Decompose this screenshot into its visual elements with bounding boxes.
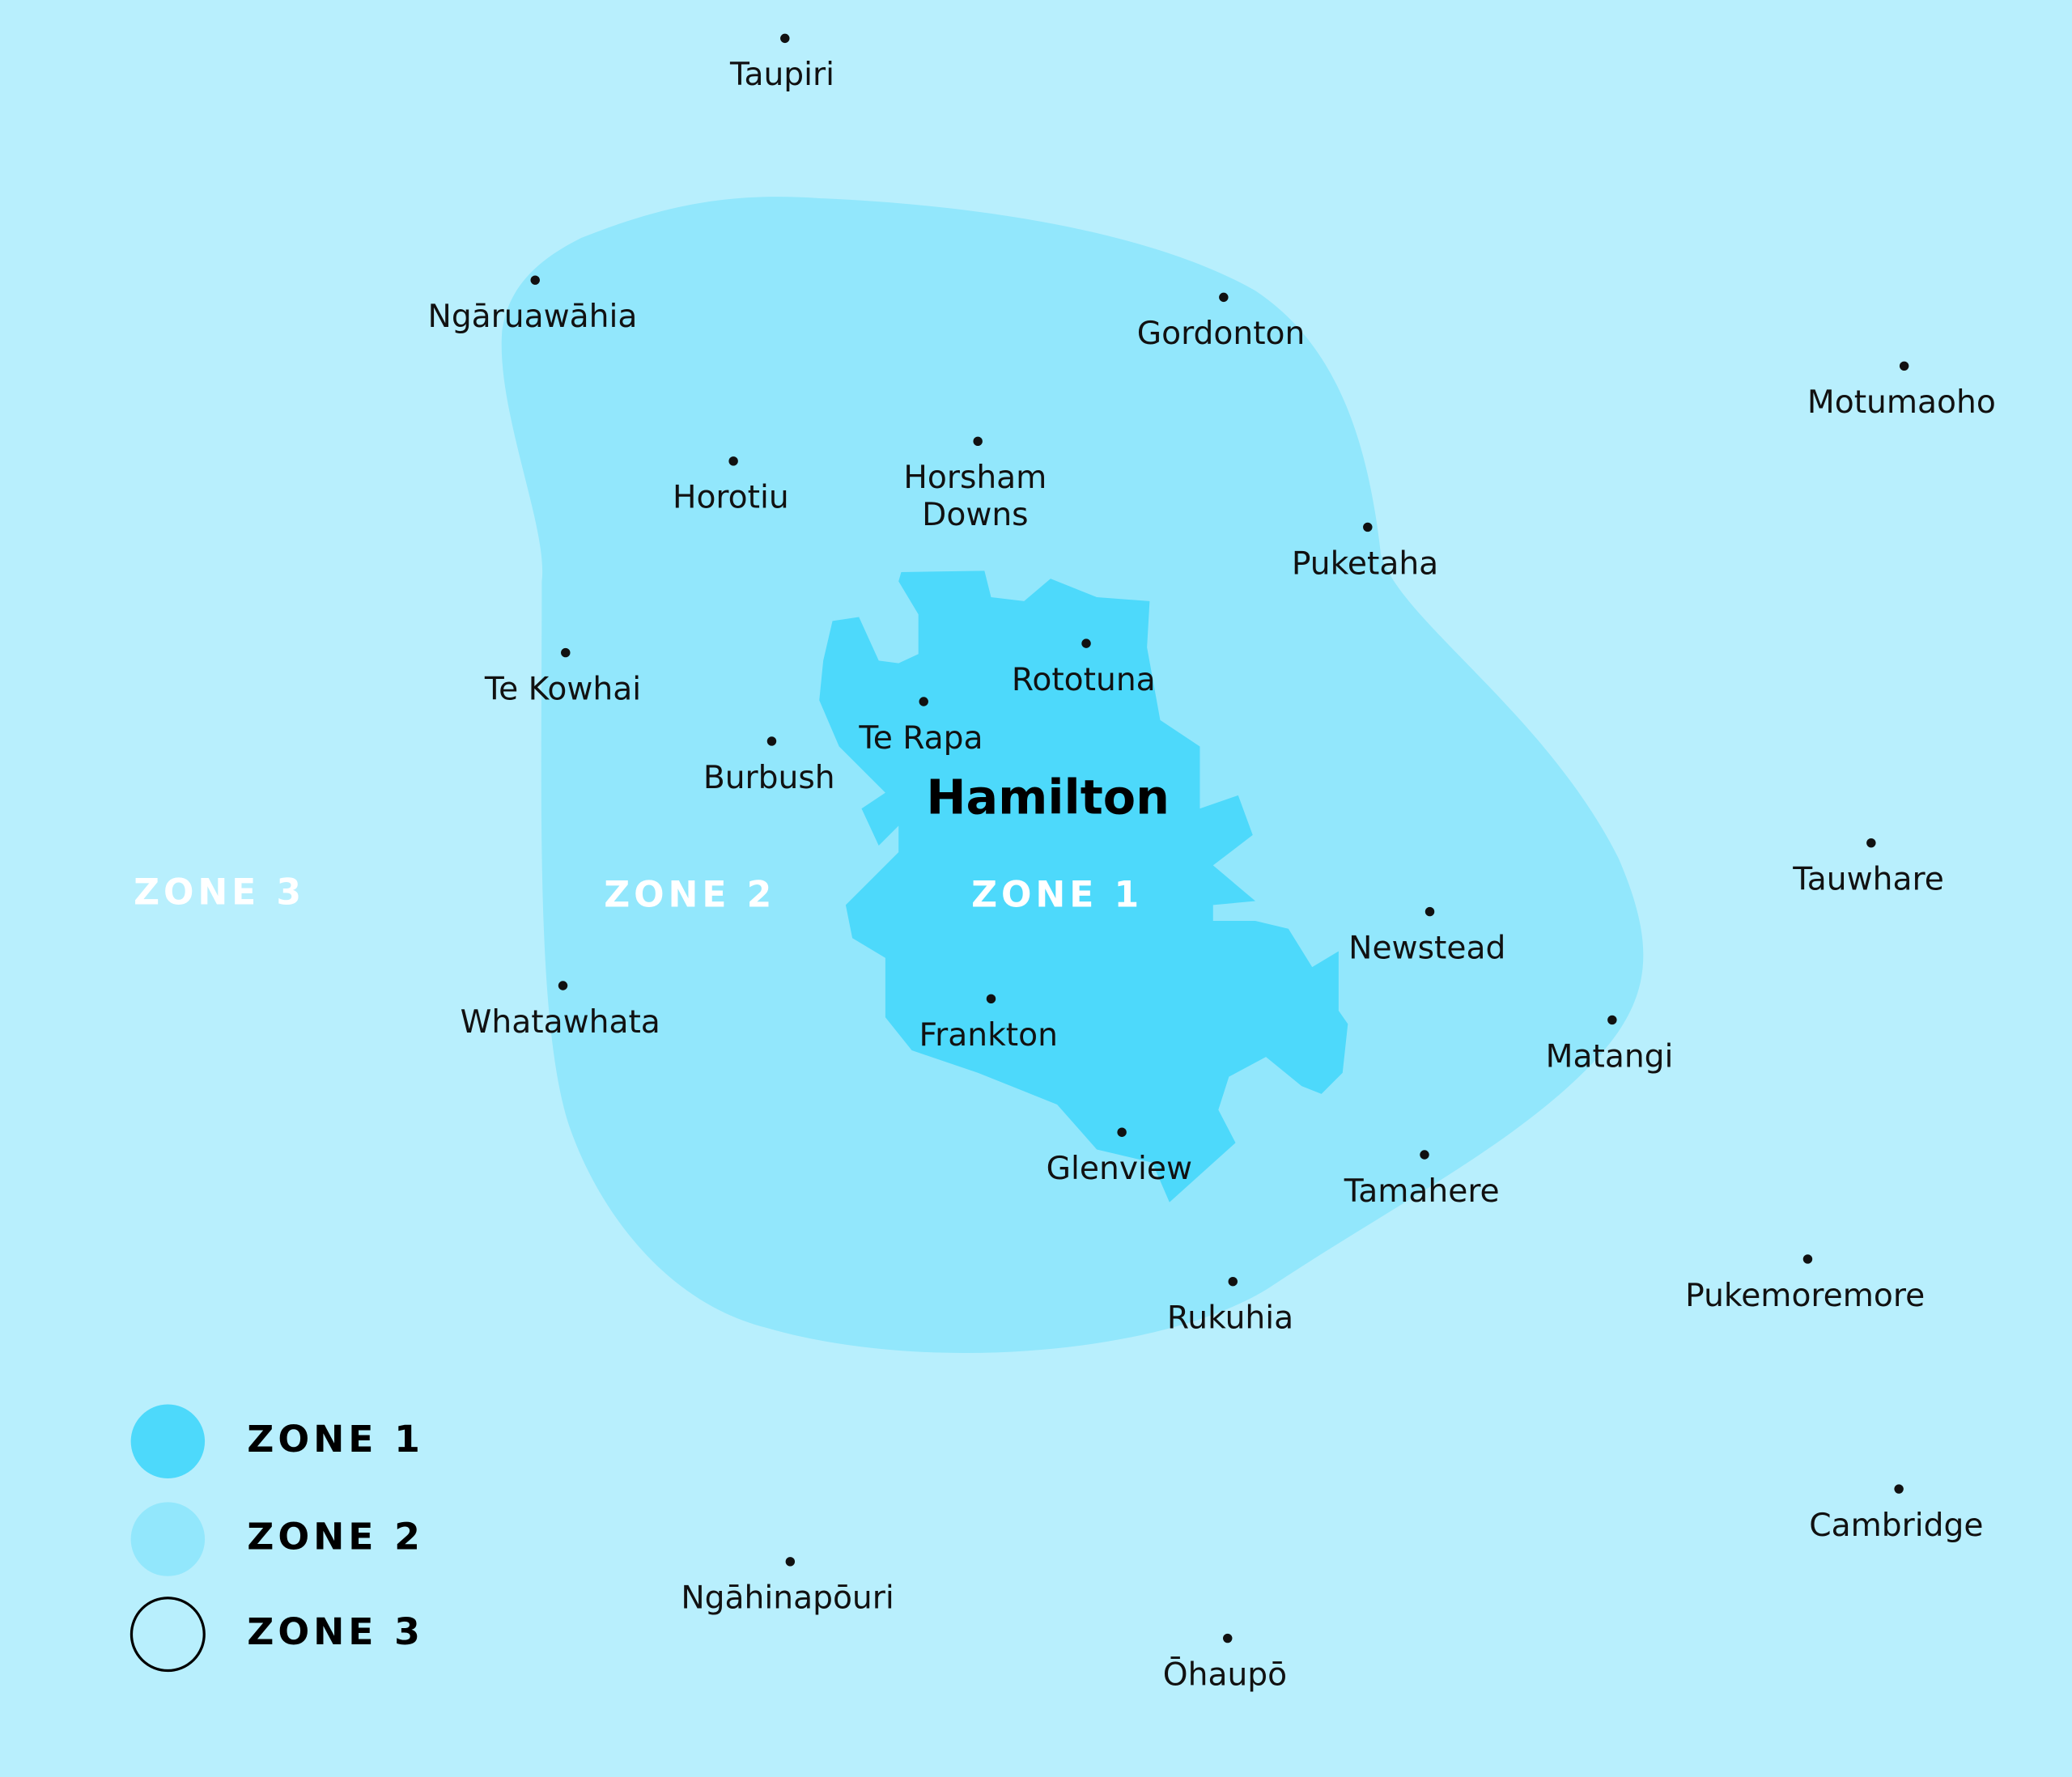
place-dot: [1081, 638, 1091, 648]
place-dot: [919, 697, 928, 706]
place-dot: [1420, 1150, 1429, 1160]
place-dot: [558, 981, 568, 990]
place-label: Cambridge: [1809, 1508, 1983, 1544]
place-dot: [1894, 1484, 1904, 1494]
legend-swatch: [130, 1597, 206, 1673]
city-title: Hamilton: [926, 770, 1170, 825]
legend-label: ZONE 2: [247, 1516, 424, 1559]
place-dot: [766, 736, 777, 746]
zone-label: ZONE 2: [604, 875, 775, 916]
place-label: Te Rapa: [858, 720, 983, 757]
place-dot: [780, 33, 790, 44]
place-dot: [1424, 906, 1435, 917]
place-label: Ngāhinapōuri: [681, 1580, 894, 1617]
legend-swatch: [130, 1502, 206, 1576]
place-dot: [1223, 1633, 1233, 1643]
place-dot: [1607, 1015, 1617, 1025]
place-label: Gordonton: [1137, 316, 1306, 352]
place-label: Tauwhare: [1792, 862, 1944, 898]
place-dot: [1866, 838, 1876, 848]
place-label: Matangi: [1546, 1038, 1674, 1075]
place-dot: [1899, 361, 1909, 371]
place-label: Downs: [922, 497, 1028, 533]
zone-1-area: [819, 570, 1348, 1202]
place-label: Ngāruawāhia: [428, 299, 638, 335]
place-label: Tamahere: [1344, 1173, 1500, 1210]
place-dot: [1363, 522, 1373, 532]
place-dot: [785, 1557, 796, 1567]
place-dot: [1802, 1254, 1813, 1264]
place-label: Pukemoremore: [1685, 1278, 1925, 1314]
place-label: Rukuhia: [1167, 1300, 1293, 1337]
place-label: Horotiu: [673, 480, 789, 516]
place-label: Taupiri: [729, 57, 834, 93]
place-dot: [973, 436, 983, 447]
place-label: Ōhaupō: [1163, 1656, 1287, 1693]
place-dot: [530, 275, 540, 285]
place-label: Burbush: [703, 760, 835, 796]
place-label: Frankton: [919, 1017, 1057, 1054]
legend-swatch: [130, 1404, 206, 1478]
legend-label: ZONE 3: [247, 1610, 424, 1653]
zone-label: ZONE 1: [971, 875, 1143, 916]
place-label: Rototuna: [1012, 662, 1156, 698]
place-dot: [561, 647, 571, 658]
place-dot: [1228, 1277, 1238, 1287]
place-label: Glenview: [1047, 1151, 1192, 1187]
place-dot: [986, 994, 996, 1004]
zone-label: ZONE 3: [134, 872, 305, 913]
place-label: Newstead: [1348, 930, 1505, 966]
place-label: Horsham: [903, 460, 1047, 496]
place-dot: [728, 456, 738, 466]
place-label: Puketaha: [1292, 545, 1438, 582]
place-dot: [1117, 1127, 1127, 1137]
place-label: Whatawhata: [461, 1004, 660, 1041]
place-dot: [1219, 292, 1229, 303]
legend-label: ZONE 1: [247, 1418, 424, 1461]
place-label: Motumaoho: [1807, 384, 1996, 421]
place-label: Te Kowhai: [484, 671, 641, 707]
